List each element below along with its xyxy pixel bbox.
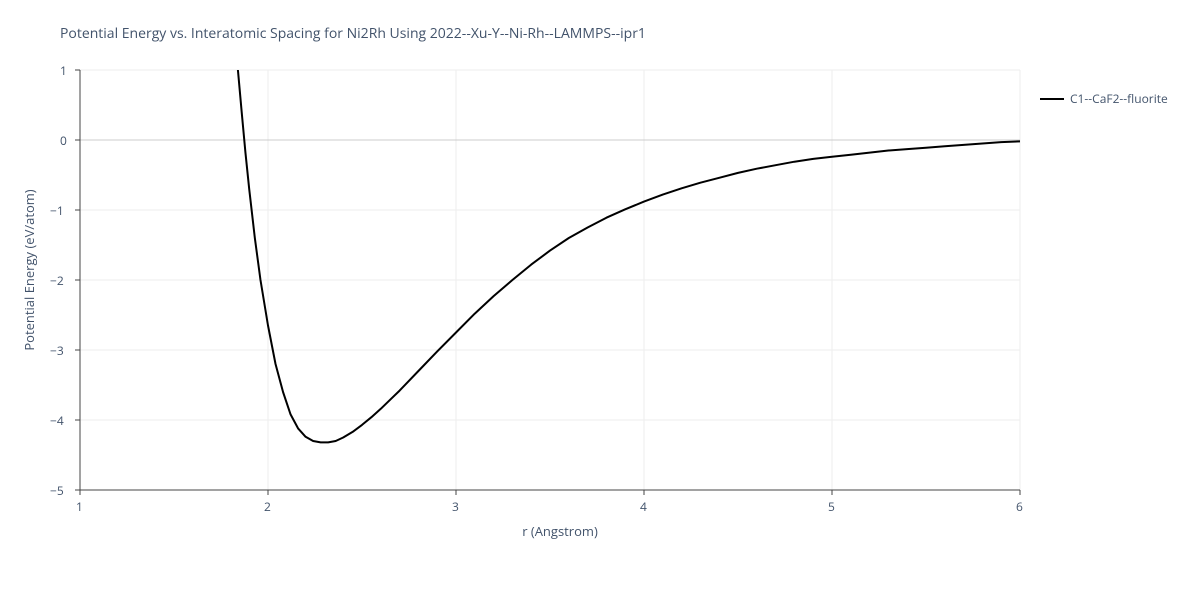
x-tick-label: 2 xyxy=(264,498,271,515)
y-tick-label: −4 xyxy=(50,412,64,429)
x-tick-label: 4 xyxy=(640,498,647,515)
y-tick-label: 0 xyxy=(60,132,67,149)
y-tick-label: −2 xyxy=(50,272,64,289)
x-tick-label: 6 xyxy=(1016,498,1023,515)
plot-area xyxy=(80,70,1021,491)
legend-label: C1--CaF2--fluorite xyxy=(1070,90,1168,107)
series-line xyxy=(238,70,1020,442)
y-tick-label: −1 xyxy=(50,202,64,219)
x-tick-label: 3 xyxy=(452,498,459,515)
y-axis-label: Potential Energy (eV/atom) xyxy=(20,170,38,370)
chart-container: { "chart": { "type": "line", "title": "P… xyxy=(0,0,1200,600)
legend: C1--CaF2--fluorite xyxy=(1040,90,1168,107)
y-tick-label: −5 xyxy=(50,482,64,499)
legend-swatch xyxy=(1040,98,1064,100)
chart-title: Potential Energy vs. Interatomic Spacing… xyxy=(60,24,646,43)
y-tick-label: 1 xyxy=(60,62,67,79)
y-tick-label: −3 xyxy=(50,342,64,359)
x-axis-label: r (Angstrom) xyxy=(500,522,620,540)
x-tick-label: 1 xyxy=(76,498,83,515)
x-tick-label: 5 xyxy=(828,498,835,515)
